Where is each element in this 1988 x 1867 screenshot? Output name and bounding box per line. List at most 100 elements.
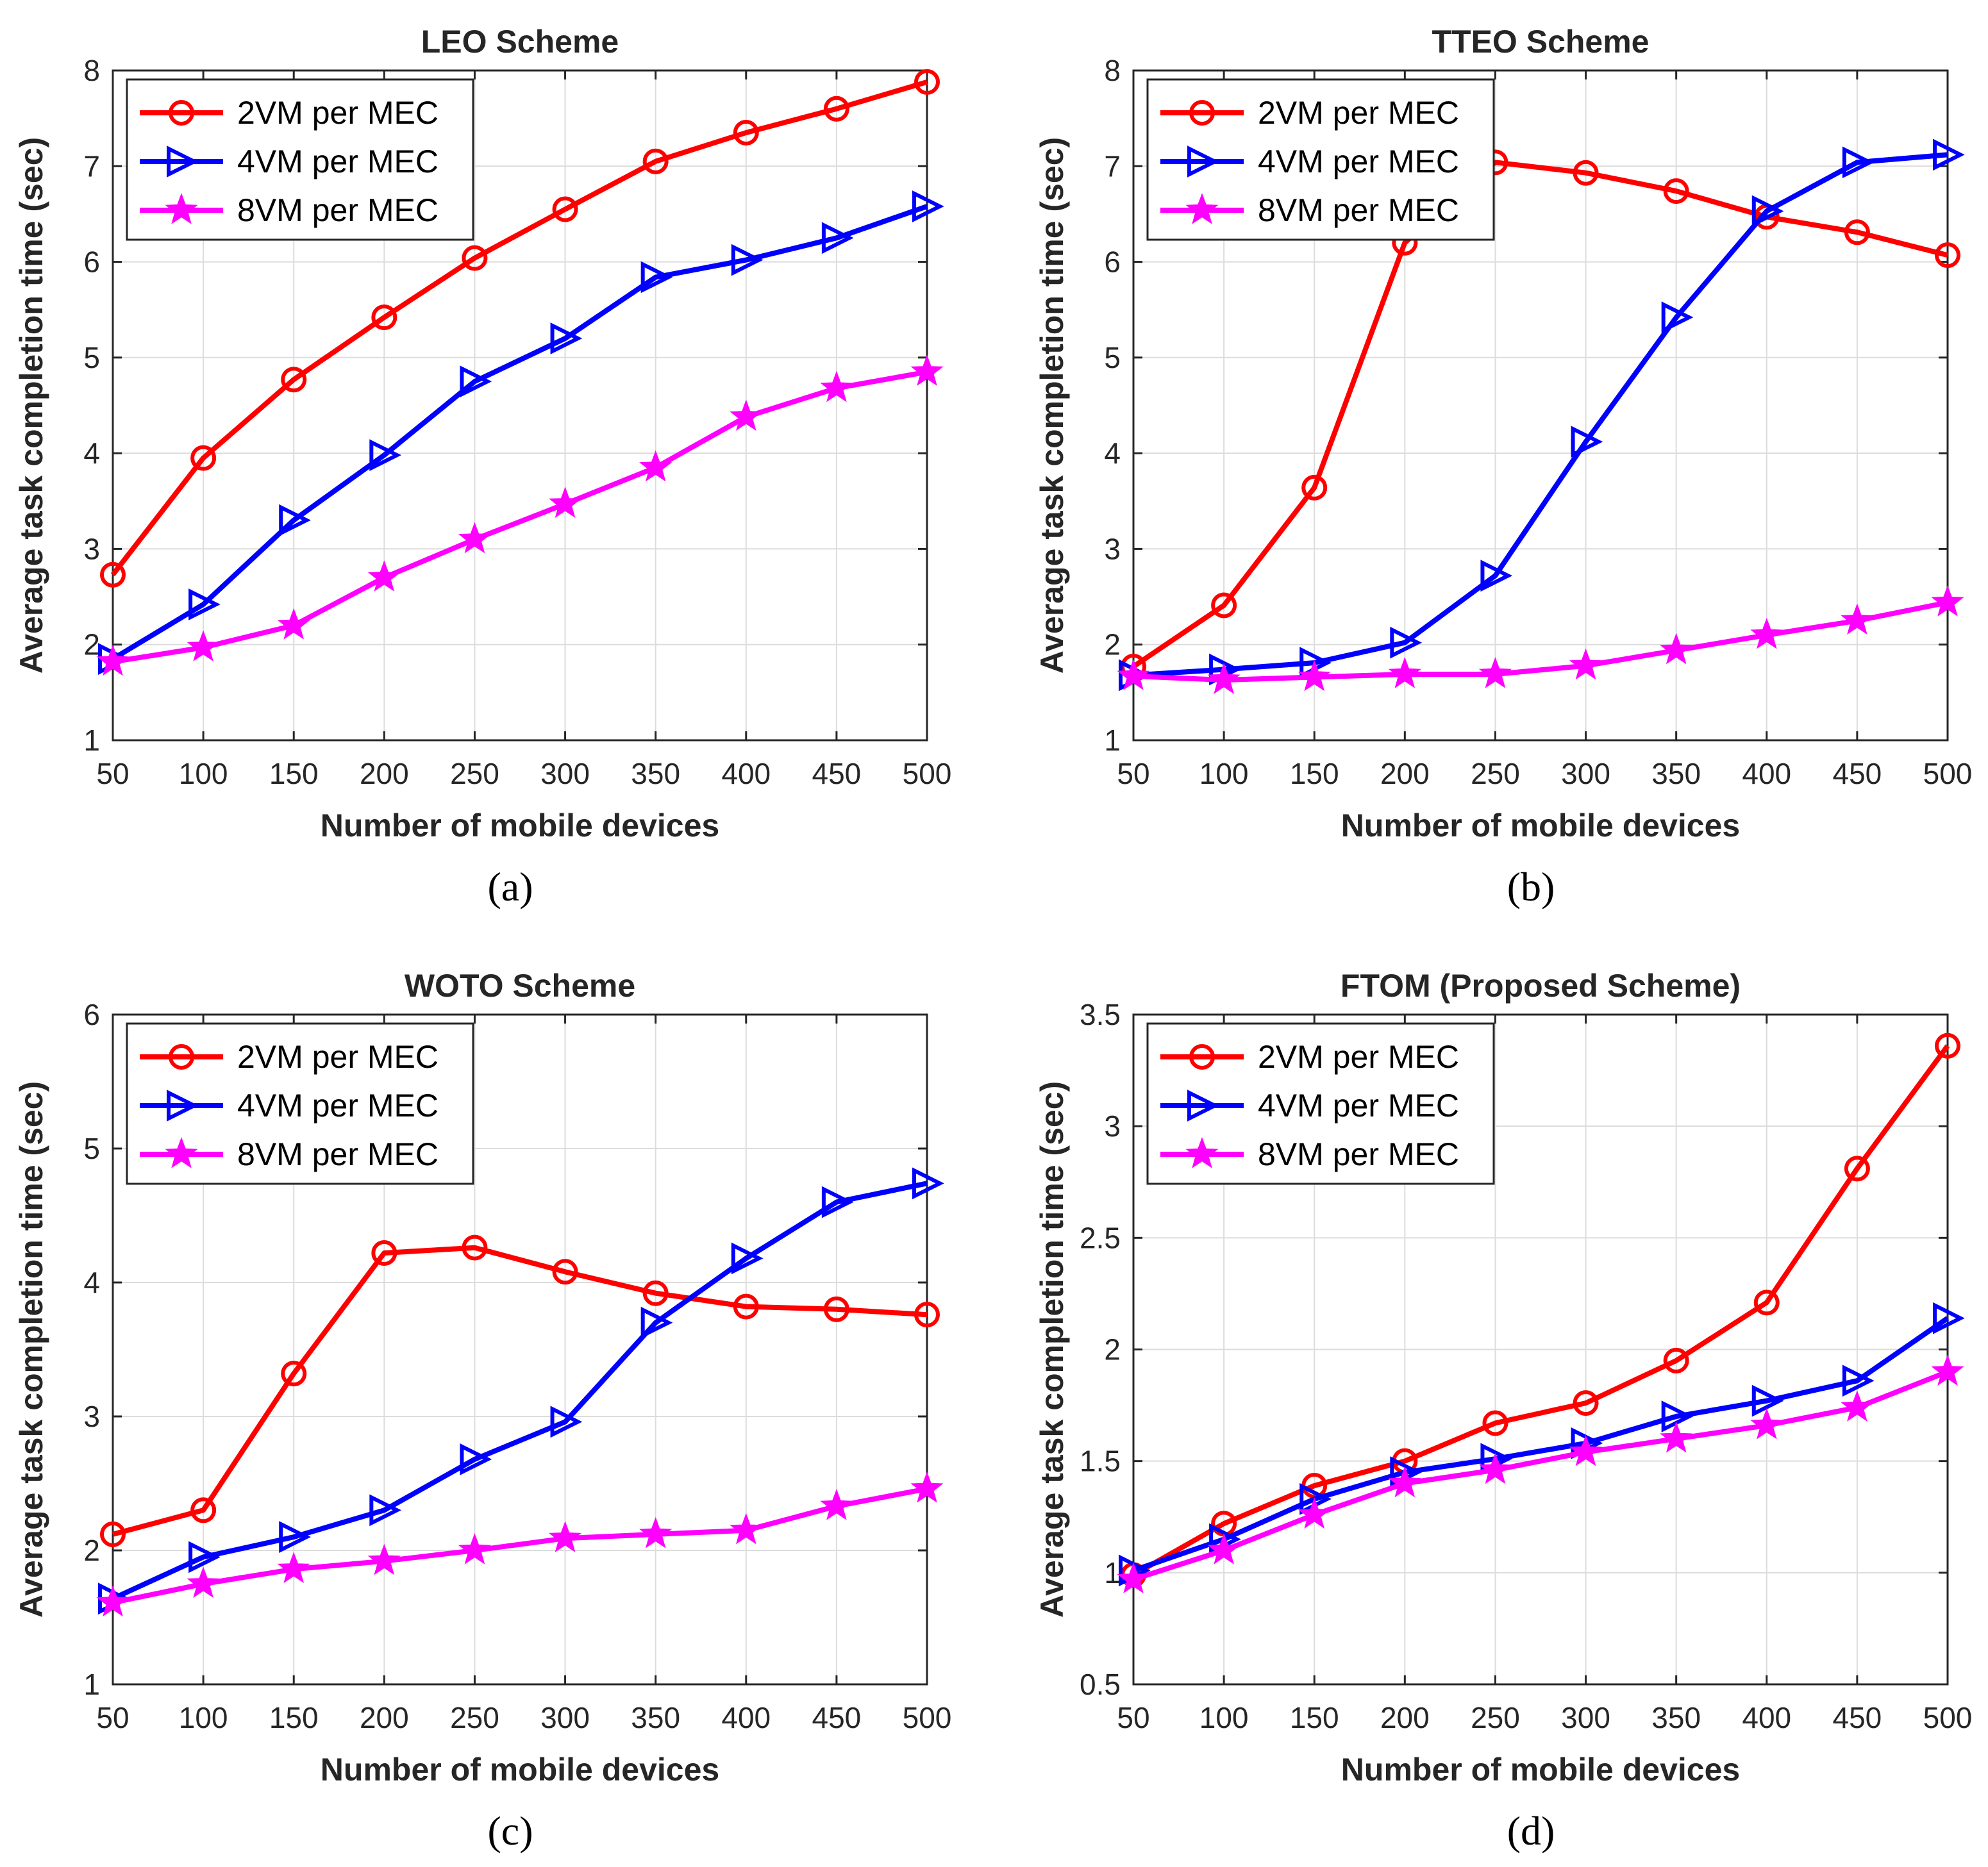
chart-b-y-tick-label: 4 — [1104, 436, 1121, 470]
chart-c-series-2vm-point — [462, 1234, 488, 1261]
chart-d-series-8vm-point — [1750, 1408, 1783, 1440]
chart-b-legend-8vm-label: 8VM per MEC — [1258, 192, 1459, 228]
chart-d-x-tick-label: 100 — [1199, 1701, 1249, 1734]
chart-b-series-4vm-point — [1751, 195, 1784, 228]
chart-d-x-tick-label: 300 — [1561, 1701, 1610, 1734]
chart-d-series-8vm-point — [1478, 1452, 1512, 1484]
chart-c-series-8vm-point — [277, 1552, 310, 1584]
chart-b-series-2vm-line — [1132, 160, 1948, 669]
chart-a-title: LEO Scheme — [421, 24, 619, 60]
chart-d-series-8vm-line — [1132, 1369, 1949, 1582]
chart-c-legend-2vm-marker — [169, 1044, 194, 1070]
chart-a-legend-2vm-label: 2VM per MEC — [237, 95, 439, 131]
chart-c-legend-2vm-label: 2VM per MEC — [237, 1039, 439, 1075]
chart-b-legend-4vm-marker — [1187, 145, 1219, 178]
chart-b-series-4vm-line — [1133, 152, 1948, 678]
chart-a-series-8vm-point — [367, 560, 401, 592]
chart-a-series-4vm-point — [912, 190, 944, 222]
chart-a-series-2vm-point — [281, 367, 307, 393]
chart-b-x-tick-label: 300 — [1561, 757, 1610, 790]
chart-a-y-tick-label: 7 — [83, 149, 100, 183]
chart-c-series-4vm-point — [550, 1406, 583, 1438]
chart-a-series-4vm-point — [279, 504, 311, 536]
chart-c-y-tick-label: 3 — [83, 1400, 100, 1433]
chart-d-y-tick-label: 0.5 — [1080, 1668, 1121, 1701]
chart-d-series-2vm-point — [1753, 1290, 1780, 1316]
chart-d-legend-2vm-marker — [1189, 1044, 1215, 1070]
chart-a-y-tick-label: 4 — [83, 436, 100, 470]
chart-a-x-tick-label: 100 — [179, 757, 228, 790]
chart-d-series-4vm-point — [1842, 1365, 1875, 1397]
chart-a-legend-4vm-marker — [167, 145, 199, 178]
chart-a-series-8vm-point — [96, 644, 129, 676]
chart-d-x-tick-label: 450 — [1833, 1701, 1882, 1734]
chart-b-x-axis-label: Number of mobile devices — [1341, 808, 1740, 843]
chart-c-legend-8vm-marker — [165, 1137, 198, 1168]
chart-b-x-tick-label: 200 — [1380, 757, 1430, 790]
chart-a-series-2vm-point — [371, 304, 397, 331]
chart-a-series-2vm-point — [190, 445, 217, 471]
chart-c-series-2vm-point — [552, 1259, 578, 1285]
chart-d: 50 100 150 200 250 300 350 400 450 500 0.5 1 1.5 2 2.5… — [1034, 968, 1972, 1854]
chart-c-series-2vm-line — [112, 1245, 928, 1537]
chart-b-series-8vm-point — [1660, 633, 1693, 665]
chart-a-y-tick-label: 6 — [83, 245, 100, 279]
chart-a-x-tick-label: 200 — [360, 757, 409, 790]
chart-d-y-tick-label: 3.5 — [1080, 998, 1121, 1031]
chart-b-legend-8vm-marker — [1185, 193, 1219, 224]
chart-a-x-axis-label: Number of mobile devices — [321, 808, 719, 843]
chart-b-series-8vm-point — [1117, 659, 1150, 690]
chart-d-series-2vm-line — [1132, 1044, 1950, 1577]
chart-a-series-2vm-point — [733, 120, 759, 146]
chart-c-x-tick-label: 200 — [360, 1701, 409, 1734]
chart-c-series-8vm-point — [187, 1566, 220, 1598]
chart-b-series-2vm-point — [1663, 178, 1689, 204]
chart-a-axes-box — [112, 69, 928, 742]
chart-a-y-tick-label: 8 — [83, 54, 100, 87]
chart-c-series-2vm-point — [190, 1497, 217, 1523]
chart-d-panel-label: (d) — [1507, 1808, 1555, 1854]
chart-d-series-4vm-point — [1933, 1302, 1965, 1334]
chart-c-series-8vm-point — [639, 1517, 672, 1548]
chart-d-y-tick-label: 2 — [1104, 1333, 1121, 1366]
chart-a-series-2vm-line — [110, 79, 928, 577]
chart-b-x-tick-label: 400 — [1742, 757, 1791, 790]
chart-a-series-4vm-point — [640, 261, 673, 294]
chart-c-series-8vm-line — [112, 1486, 928, 1606]
chart-a-series-8vm-point — [820, 370, 853, 402]
chart-b-series-2vm-point — [1301, 474, 1328, 501]
chart-b-panel-label: (b) — [1507, 864, 1555, 909]
chart-c-y-axis-label: Average task completion time (sec) — [13, 1081, 49, 1618]
chart-a-series-8vm-point — [277, 608, 310, 640]
chart-a-x-tick-label: 250 — [450, 757, 499, 790]
chart-b-y-tick-label: 5 — [1104, 341, 1121, 374]
chart-a-series-8vm-point — [910, 354, 944, 386]
chart-c-legend-4vm-label: 4VM per MEC — [237, 1088, 439, 1124]
chart-c-series-8vm-point — [458, 1533, 492, 1564]
chart-c-series-4vm-point — [640, 1306, 673, 1339]
chart-b-series-2vm-point — [1844, 219, 1870, 245]
chart-c-series-4vm-point — [821, 1186, 854, 1218]
chart-c-x-tick-label: 100 — [179, 1701, 228, 1734]
chart-a-series-4vm-point — [188, 588, 221, 620]
chart-b-x-tick-label: 150 — [1290, 757, 1339, 790]
chart-b-series-8vm-point — [1207, 663, 1240, 694]
chart-b-x-tick-label: 450 — [1833, 757, 1882, 790]
chart-d-series-2vm-point — [1482, 1410, 1508, 1436]
chart-c-series-8vm-point — [96, 1585, 129, 1617]
chart-d-series-4vm-line — [1132, 1316, 1950, 1573]
chart-b-y-tick-label: 3 — [1104, 532, 1121, 565]
chart-b-series-4vm-point — [1480, 560, 1513, 592]
chart-d-series-8vm-point — [1388, 1466, 1421, 1498]
chart-c-series-4vm-line — [112, 1181, 928, 1601]
chart-b-y-tick-label: 6 — [1104, 245, 1121, 279]
chart-b: 50 100 150 200 250 300 350 400 450 500 1 2 3 4 5 6 7 8 TTE… — [1034, 24, 1972, 909]
chart-d-y-tick-label: 3 — [1104, 1109, 1121, 1143]
chart-a-x-tick-label: 500 — [903, 757, 952, 790]
chart-b-y-tick-label: 7 — [1104, 149, 1121, 183]
chart-d-series-8vm-point — [1660, 1421, 1693, 1453]
chart-c-series-2vm-point — [371, 1240, 397, 1266]
chart-d-series-8vm-point — [1569, 1434, 1603, 1466]
chart-b-series-4vm-point — [1842, 146, 1875, 179]
